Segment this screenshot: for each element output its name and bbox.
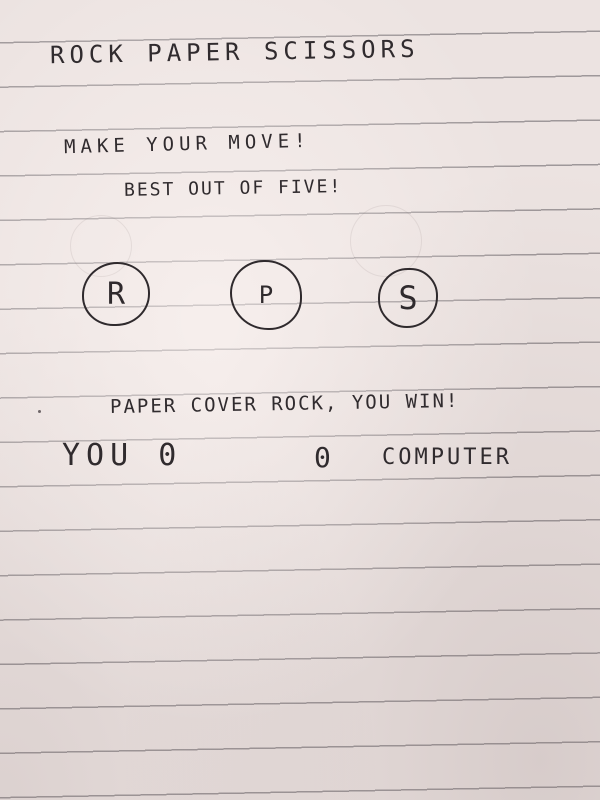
paper-button-label: P (258, 281, 274, 309)
round-result: PAPER COVER ROCK, YOU WIN! (109, 389, 460, 419)
faint-erased-circle (350, 205, 422, 277)
game-title: ROCK PAPER SCISSORS (49, 34, 420, 70)
rock-button[interactable]: R (82, 262, 150, 326)
computer-score-value: 0 (314, 441, 334, 474)
rounds-info: BEST OUT OF FIVE! (123, 176, 343, 201)
pencil-dot (38, 410, 41, 413)
scissors-button-label: S (398, 279, 418, 317)
rock-button-label: R (106, 276, 126, 312)
move-prompt: MAKE YOUR MOVE! (63, 129, 311, 159)
player-score-value: 0 (158, 438, 183, 473)
paper-button[interactable]: P (230, 260, 302, 330)
player-score: YOU 0 (62, 438, 182, 473)
player-score-label: YOU (62, 438, 135, 473)
scissors-button[interactable]: S (378, 268, 438, 328)
computer-score-label: COMPUTER (382, 445, 512, 470)
